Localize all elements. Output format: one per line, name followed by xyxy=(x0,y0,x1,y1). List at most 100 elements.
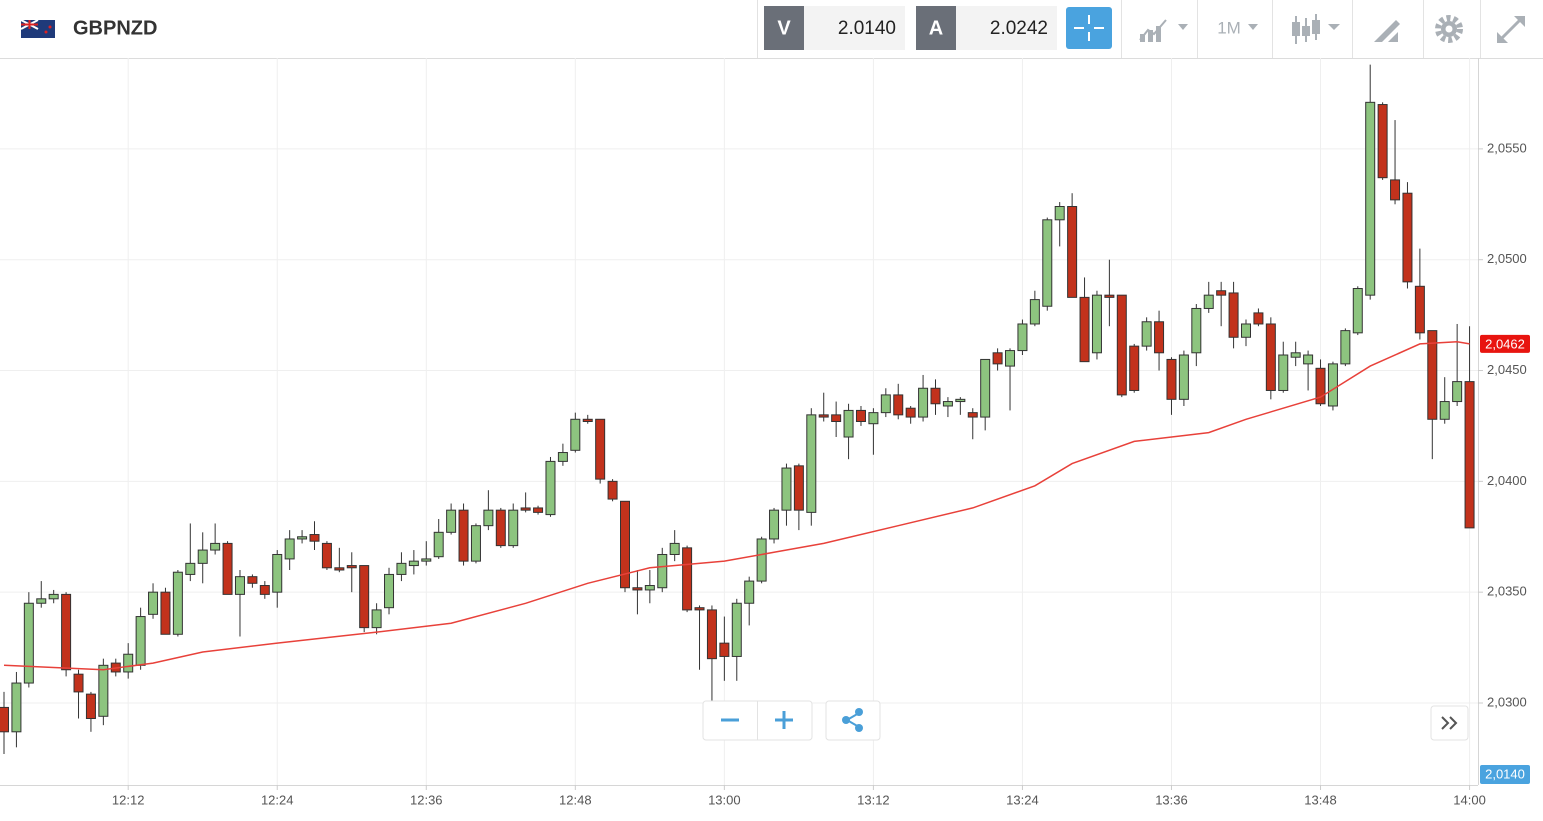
candle-body xyxy=(1029,299,1040,325)
candle-body xyxy=(334,567,345,571)
candle-body xyxy=(1427,330,1438,420)
candle-body xyxy=(48,593,59,600)
candle-body xyxy=(806,414,817,513)
candle-body xyxy=(1253,312,1264,325)
candle-body xyxy=(533,507,544,513)
candle-body xyxy=(942,401,953,407)
y-tick-label: 2,0550 xyxy=(1487,140,1527,155)
timeframe-button[interactable]: 1M xyxy=(1217,18,1241,37)
candle-body xyxy=(1278,354,1289,391)
candle-body xyxy=(470,525,481,562)
fullscreen-button[interactable] xyxy=(1497,16,1525,43)
plot-area xyxy=(0,64,1475,754)
x-tick-label: 13:36 xyxy=(1155,792,1188,807)
candle-body xyxy=(495,509,506,547)
moving-average xyxy=(3,340,1470,671)
candle-body xyxy=(433,531,444,558)
candle-body xyxy=(1042,219,1053,307)
buy-price-box[interactable] xyxy=(956,6,1057,50)
candle-body xyxy=(1265,323,1276,391)
candle-body xyxy=(694,607,705,611)
candle-body xyxy=(1390,179,1401,201)
candle-body xyxy=(384,573,395,609)
candle-body xyxy=(234,576,245,595)
candle-body xyxy=(657,553,668,589)
last-price-tag xyxy=(1480,334,1530,353)
candle-body xyxy=(781,467,792,511)
sell-price: 2.0140 xyxy=(838,18,896,39)
scroll-right-button[interactable] xyxy=(1430,705,1469,741)
x-tick-label: 12:36 xyxy=(410,792,443,807)
y-tick-label: 2,0300 xyxy=(1487,694,1527,709)
candle-body xyxy=(992,352,1003,365)
sell-price-box[interactable] xyxy=(804,6,905,50)
candle-body xyxy=(123,653,134,673)
candle-body xyxy=(793,465,804,511)
candle-body xyxy=(1241,323,1251,338)
candle-body xyxy=(868,412,879,425)
candle-body xyxy=(880,394,891,414)
buy-button[interactable] xyxy=(916,6,956,50)
candle-body xyxy=(197,549,208,564)
chart-type-button[interactable] xyxy=(1139,19,1188,42)
candle-body xyxy=(731,602,742,657)
candle-body xyxy=(396,562,407,575)
candle-body xyxy=(73,673,84,693)
x-tick-label: 12:48 xyxy=(559,792,592,807)
candle-body xyxy=(769,509,780,540)
candle-body xyxy=(905,407,916,418)
x-tick-label: 13:48 xyxy=(1304,792,1337,807)
candle-body xyxy=(1414,285,1425,334)
grid xyxy=(0,58,1478,785)
candle-body xyxy=(669,542,680,555)
sell-button[interactable] xyxy=(764,6,804,50)
candle-body xyxy=(967,412,978,418)
y-tick-label: 2,0350 xyxy=(1487,584,1527,599)
candle-body xyxy=(222,542,233,595)
bid-price-tag xyxy=(1480,765,1530,784)
candle-body xyxy=(744,580,755,604)
x-tick-label: 12:12 xyxy=(112,792,145,807)
candle-body xyxy=(85,693,96,720)
zoom-in-button[interactable] xyxy=(775,711,793,729)
candle-body xyxy=(1402,192,1413,283)
timeframe-caret xyxy=(1248,24,1258,30)
candle-body xyxy=(458,509,469,562)
sell-label: V xyxy=(777,17,791,39)
candle-body xyxy=(1464,381,1475,529)
crosshair-button[interactable] xyxy=(1066,7,1112,49)
draw-tool-button[interactable] xyxy=(1374,20,1400,42)
candle-body xyxy=(148,591,159,615)
candle-body xyxy=(1104,294,1115,298)
y-tick-label: 2,0450 xyxy=(1487,362,1527,377)
candle-body xyxy=(1191,307,1202,354)
candle-body xyxy=(1352,288,1363,334)
crosshair-icon xyxy=(1074,15,1104,41)
bid-price-label: 2,0140 xyxy=(1485,766,1525,781)
candle-body xyxy=(1216,290,1227,296)
candle-body xyxy=(1290,352,1301,358)
y-tick-label: 2,0400 xyxy=(1487,473,1527,488)
candle-body xyxy=(359,565,370,629)
y-tick-label: 2,0500 xyxy=(1487,251,1527,266)
candle-body xyxy=(1091,294,1102,354)
candle-body xyxy=(1452,381,1463,403)
candle-body xyxy=(1439,401,1450,420)
share-button[interactable] xyxy=(825,700,881,741)
candle-type-button[interactable] xyxy=(1292,14,1340,44)
zoom-controls xyxy=(702,700,881,741)
candle-body xyxy=(247,576,258,584)
x-tick-label: 14:00 xyxy=(1453,792,1486,807)
candle-body xyxy=(61,593,72,671)
candle-body xyxy=(1116,294,1127,396)
candle-body xyxy=(1315,367,1326,405)
settings-button[interactable] xyxy=(1435,15,1463,43)
candle-body xyxy=(36,598,47,604)
buy-label: A xyxy=(929,17,943,39)
candle-body xyxy=(918,387,929,418)
candle-body xyxy=(632,587,643,591)
candle-body xyxy=(371,609,382,629)
candle-body xyxy=(210,542,221,551)
candle-body xyxy=(23,602,34,684)
